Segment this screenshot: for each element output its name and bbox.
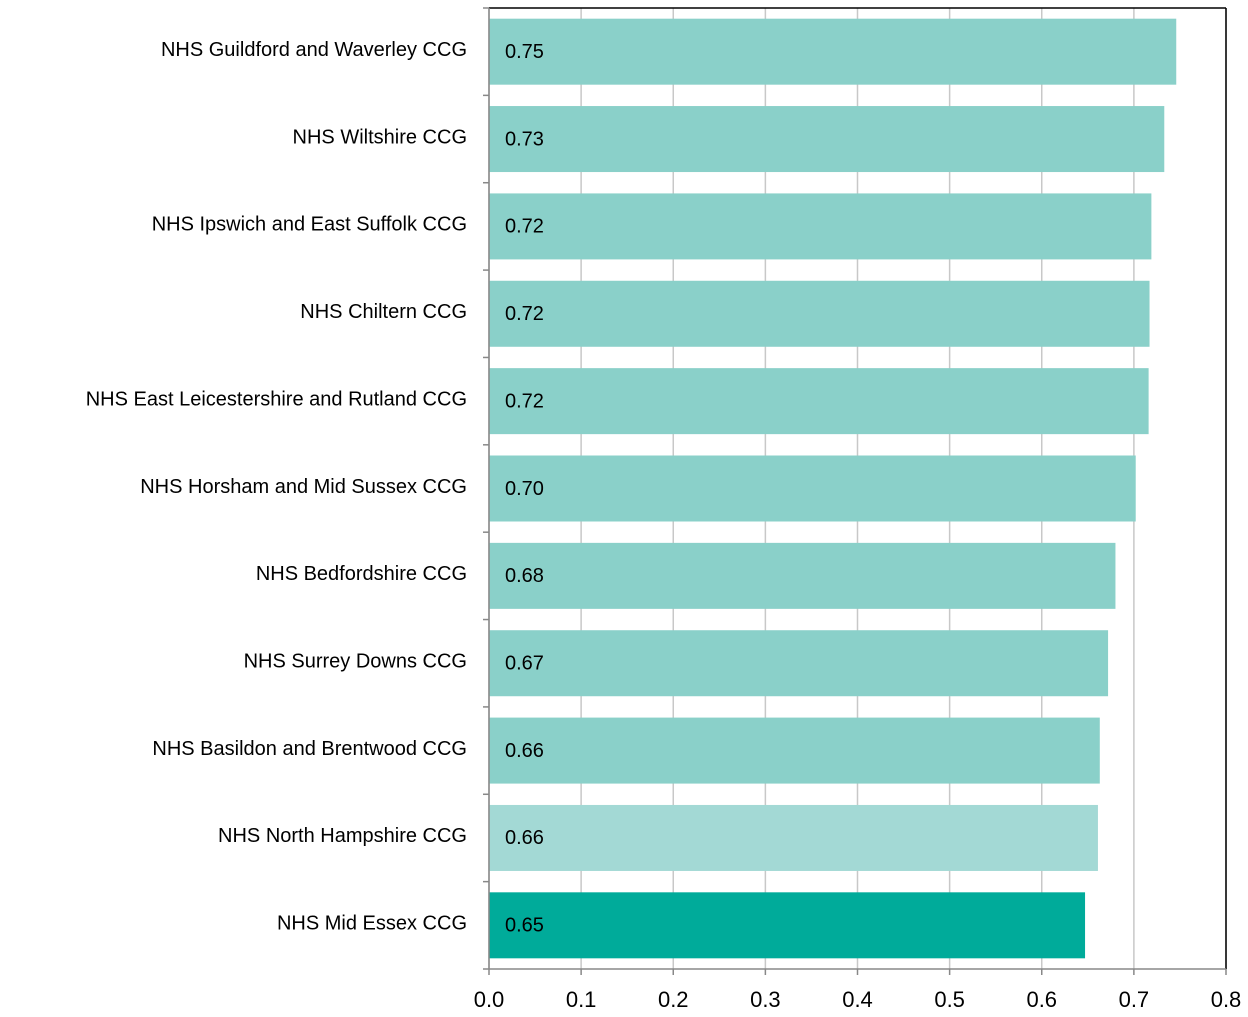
y-tick-label: NHS Horsham and Mid Sussex CCG: [140, 476, 467, 498]
x-tick-label: 0.0: [474, 987, 505, 1012]
y-tick-label: NHS East Leicestershire and Rutland CCG: [86, 388, 467, 410]
y-tick-label: NHS Chiltern CCG: [300, 301, 467, 323]
y-tick-label: NHS Guildford and Waverley CCG: [161, 39, 467, 61]
bar: [489, 280, 1150, 347]
bar: [489, 717, 1100, 784]
value-label: 0.72: [505, 390, 544, 412]
value-label: 0.72: [505, 216, 544, 238]
bar: [489, 193, 1152, 260]
value-label: 0.67: [505, 653, 544, 675]
value-label: 0.73: [505, 128, 544, 150]
x-tick-label: 0.1: [566, 987, 597, 1012]
bar: [489, 18, 1177, 85]
bar: [489, 106, 1165, 173]
value-label: 0.75: [505, 41, 544, 63]
x-tick-label: 0.4: [842, 987, 873, 1012]
value-label: 0.70: [505, 478, 544, 500]
y-tick-label: NHS Surrey Downs CCG: [244, 651, 467, 673]
value-label: 0.72: [505, 303, 544, 325]
bar: [489, 455, 1136, 522]
value-label: 0.68: [505, 565, 544, 587]
x-tick-label: 0.7: [1119, 987, 1150, 1012]
value-label: 0.66: [505, 827, 544, 849]
x-tick-label: 0.5: [934, 987, 965, 1012]
value-label: 0.66: [505, 740, 544, 762]
y-tick-label: NHS Bedfordshire CCG: [256, 563, 467, 585]
value-label: 0.65: [505, 915, 544, 937]
bar: [489, 630, 1109, 697]
y-tick-label: NHS Mid Essex CCG: [277, 913, 467, 935]
y-tick-label: NHS North Hampshire CCG: [218, 825, 467, 847]
y-tick-label: NHS Basildon and Brentwood CCG: [152, 738, 467, 760]
x-tick-label: 0.2: [658, 987, 689, 1012]
x-tick-label: 0.8: [1211, 987, 1242, 1012]
bar: [489, 542, 1116, 609]
bar: [489, 804, 1098, 871]
x-tick-label: 0.3: [750, 987, 781, 1012]
bar: [489, 368, 1149, 435]
x-tick-label: 0.6: [1026, 987, 1057, 1012]
y-tick-label: NHS Ipswich and East Suffolk CCG: [152, 214, 467, 236]
y-tick-label: NHS Wiltshire CCG: [293, 126, 467, 148]
bar: [489, 892, 1086, 959]
